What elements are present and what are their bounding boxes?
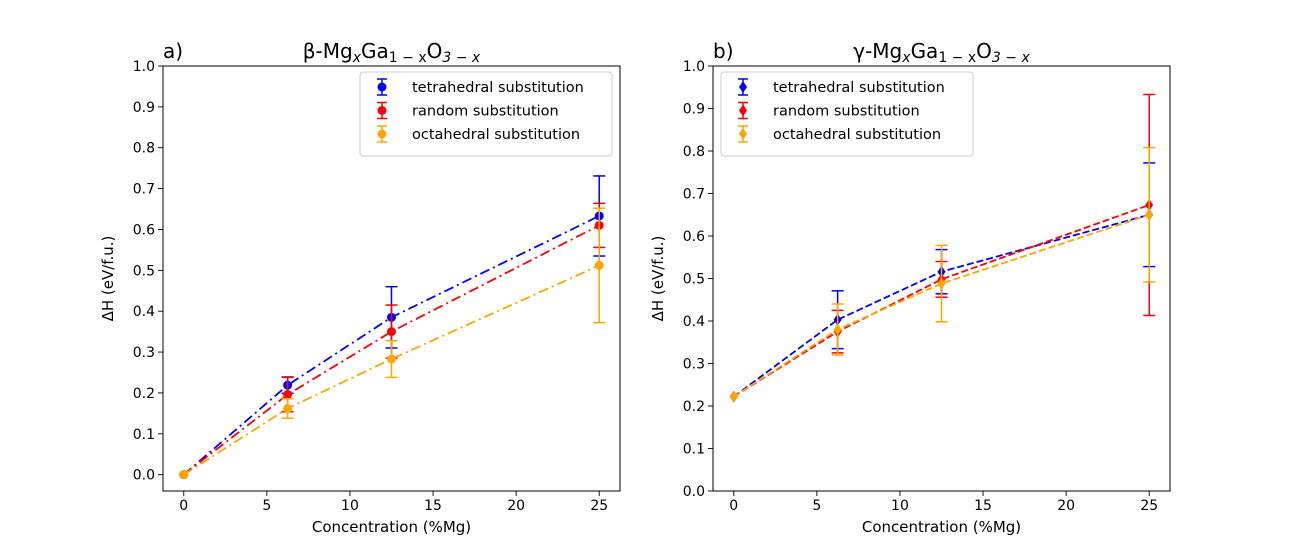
title-part: Ga bbox=[361, 39, 389, 63]
legend: tetrahedral substitution random substitut… bbox=[720, 71, 974, 157]
title-part: Ga bbox=[911, 39, 939, 63]
title-subscript: 1 − x bbox=[938, 50, 976, 66]
data-point bbox=[1145, 208, 1154, 221]
y-tick-label: 0.7 bbox=[683, 187, 705, 203]
legend-item: random substitution bbox=[738, 101, 920, 120]
legend-marker bbox=[377, 82, 387, 92]
data-point bbox=[283, 403, 293, 413]
x-tick-label: 5 bbox=[262, 498, 271, 514]
series-octahedral bbox=[179, 207, 606, 480]
data-point bbox=[833, 323, 842, 336]
panel-a: 0 5 10 15 20 25 0.0 0.1 0.2 0.3 0.4 0.5 0.6 0.7 0.8 0.9… bbox=[99, 39, 621, 536]
data-point bbox=[283, 390, 293, 400]
y-tick-label: 0.5 bbox=[133, 263, 155, 279]
panel-label: b) bbox=[713, 39, 734, 63]
title-part: β-Mg bbox=[303, 39, 353, 63]
y-tick-label: 0.6 bbox=[683, 229, 705, 245]
x-tick-label: 25 bbox=[590, 498, 608, 514]
data-point bbox=[937, 277, 946, 290]
y-axis-label: ΔH (eV/f.u.) bbox=[99, 236, 117, 322]
y-tick-label: 0.2 bbox=[683, 399, 705, 415]
legend-label: octahedral substitution bbox=[773, 127, 941, 143]
legend-item: tetrahedral substitution bbox=[738, 78, 945, 96]
title-part: O bbox=[976, 39, 992, 63]
title-subscript: 3 − x bbox=[442, 50, 481, 66]
series-line bbox=[733, 213, 1150, 398]
y-tick-label: 0.8 bbox=[683, 144, 705, 160]
legend-marker bbox=[739, 104, 747, 117]
series-octahedral bbox=[729, 146, 1156, 403]
legend-label: tetrahedral substitution bbox=[412, 80, 584, 96]
x-tick-label: 10 bbox=[891, 498, 909, 514]
legend-item: octahedral substitution bbox=[738, 125, 941, 143]
title-subscript: x bbox=[352, 50, 362, 66]
legend-item: octahedral substitution bbox=[377, 125, 580, 143]
legend-box bbox=[720, 71, 974, 157]
x-tick-label: 5 bbox=[812, 498, 821, 514]
x-axis-label: Concentration (%Mg) bbox=[862, 518, 1021, 536]
x-tick-label: 10 bbox=[341, 498, 359, 514]
legend-item: tetrahedral substitution bbox=[377, 78, 584, 96]
y-tick-label: 0.9 bbox=[133, 100, 155, 116]
data-point bbox=[594, 260, 604, 270]
plot-frame bbox=[162, 65, 621, 492]
x-tick-label: 0 bbox=[729, 498, 738, 514]
legend-label: octahedral substitution bbox=[412, 127, 580, 143]
panel-label: a) bbox=[163, 39, 183, 63]
legend-label: tetrahedral substitution bbox=[773, 80, 945, 96]
legend-marker bbox=[377, 129, 387, 139]
y-tick-label: 0.5 bbox=[683, 272, 705, 288]
data-point bbox=[387, 327, 396, 337]
y-tick-label: 0.0 bbox=[133, 468, 155, 484]
y-tick-label: 0.1 bbox=[683, 442, 705, 458]
series-line bbox=[733, 213, 1150, 398]
x-tick-label: 25 bbox=[1140, 498, 1158, 514]
y-tick-label: 0.0 bbox=[683, 484, 705, 500]
title-part: O bbox=[427, 39, 443, 63]
title-subscript: 1 − x bbox=[389, 50, 427, 66]
series-line bbox=[183, 215, 600, 476]
y-axis-label: ΔH (eV/f.u.) bbox=[649, 236, 667, 322]
title-subscript: x bbox=[901, 50, 911, 66]
y-tick-label: 0.9 bbox=[683, 102, 705, 118]
plot-frame bbox=[712, 65, 1171, 492]
y-tick-label: 0.4 bbox=[133, 304, 155, 320]
x-tick-label: 20 bbox=[507, 498, 525, 514]
chart-title: β-MgxGa1 − xO3 − x bbox=[303, 39, 481, 66]
legend-marker bbox=[739, 81, 747, 93]
data-point bbox=[387, 354, 396, 364]
legend-marker bbox=[739, 128, 747, 140]
y-tick-label: 0.4 bbox=[683, 314, 705, 330]
y-tick-label: 0.1 bbox=[133, 427, 155, 443]
y-tick-label: 0.3 bbox=[683, 357, 705, 373]
legend-item: random substitution bbox=[377, 101, 559, 120]
chart-title: γ-MgxGa1 − xO3 − x bbox=[853, 39, 1030, 66]
y-tick-label: 0.2 bbox=[133, 386, 155, 402]
y-tick-label: 0.6 bbox=[133, 222, 155, 238]
x-axis-label: Concentration (%Mg) bbox=[312, 518, 471, 536]
series-line bbox=[183, 264, 600, 476]
legend-label: random substitution bbox=[773, 104, 920, 120]
legend-marker bbox=[377, 106, 387, 115]
title-subscript: 3 − x bbox=[992, 50, 1031, 66]
x-tick-label: 0 bbox=[179, 498, 188, 514]
legend-box bbox=[359, 71, 613, 157]
y-tick-label: 0.8 bbox=[133, 141, 155, 157]
x-tick-label: 15 bbox=[424, 498, 442, 514]
y-tick-label: 0.3 bbox=[133, 345, 155, 361]
panel-b: 0 5 10 15 20 25 0.0 0.1 0.2 0.3 0.4 0.5 0.6 0.7 0.8 0.9… bbox=[649, 39, 1171, 536]
x-tick-label: 15 bbox=[974, 498, 992, 514]
legend-label: random substitution bbox=[412, 104, 559, 120]
x-tick-label: 20 bbox=[1057, 498, 1075, 514]
y-tick-label: 0.7 bbox=[133, 182, 155, 198]
data-point bbox=[729, 390, 738, 403]
series-line bbox=[183, 224, 600, 476]
y-tick-label: 1.0 bbox=[683, 59, 705, 75]
data-point bbox=[179, 470, 189, 480]
y-tick-label: 1.0 bbox=[133, 59, 155, 75]
legend: tetrahedral substitution random substitut… bbox=[359, 71, 613, 157]
title-part: γ-Mg bbox=[853, 39, 902, 63]
